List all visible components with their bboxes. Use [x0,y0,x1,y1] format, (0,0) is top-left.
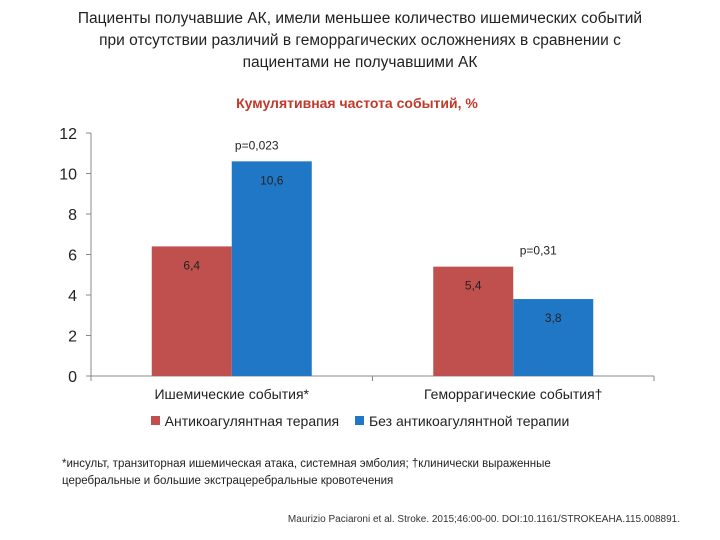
y-tick-label: 10 [59,167,77,184]
chart-title: Кумулятивная частота событий, % [236,95,478,111]
legend-swatch-red [150,416,160,425]
slide-heading: Пациенты получавшие АК, имели меньшее ко… [40,8,680,74]
legend-swatch-blue [354,416,364,425]
bar-chart: Кумулятивная частота событий, % 0 2 4 6 8 10 1… [59,95,655,402]
bar-anticoagulant-1 [433,266,514,376]
p-value-label: p=0,023 [235,138,279,152]
citation: Maurizio Paciaroni et al. Stroke. 2015;4… [287,514,680,525]
bar-no-anticoagulant-0 [231,161,312,376]
legend-item-no-anticoagulant: Без антикоагулянтной терапии [354,412,570,429]
heading-line-2: при отсутствии различий в геморрагически… [99,32,621,49]
legend-label: Без антикоагулянтной терапии [368,412,570,429]
data-label: 5,4 [465,279,482,293]
footnote-line-2: церебральные и большие экстрацеребральны… [62,475,394,487]
category-label: Ишемические события* [154,386,309,402]
y-tick-label: 4 [68,288,77,305]
data-label: 6,4 [183,258,200,272]
y-tick-label: 2 [68,329,77,346]
heading-line-1: Пациенты получавшие АК, имели меньшее ко… [77,10,643,27]
legend-label: Антикоагулянтная терапия [164,412,340,429]
data-label: 10,6 [260,173,284,187]
y-tick-label: 0 [68,369,77,386]
p-value-label: p=0,31 [520,244,557,258]
heading-line-3: пациентами не получавшими АК [242,54,478,71]
category-label: Геморрагические события† [424,386,602,402]
legend-item-anticoagulant: Антикоагулянтная терапия [150,412,340,429]
y-tick-label: 6 [68,248,77,265]
y-tick-label: 12 [59,126,77,143]
bar-no-anticoagulant-1 [513,299,594,376]
chart-legend: Антикоагулянтная терапия Без антикоагуля… [0,412,720,429]
y-tick-label: 8 [68,207,77,224]
data-label: 3,8 [545,311,562,325]
footnote-line-1: *инсульт, транзиторная ишемическая атака… [62,458,551,470]
bar-anticoagulant-0 [151,246,232,376]
footnote: *инсульт, транзиторная ишемическая атака… [62,456,662,490]
